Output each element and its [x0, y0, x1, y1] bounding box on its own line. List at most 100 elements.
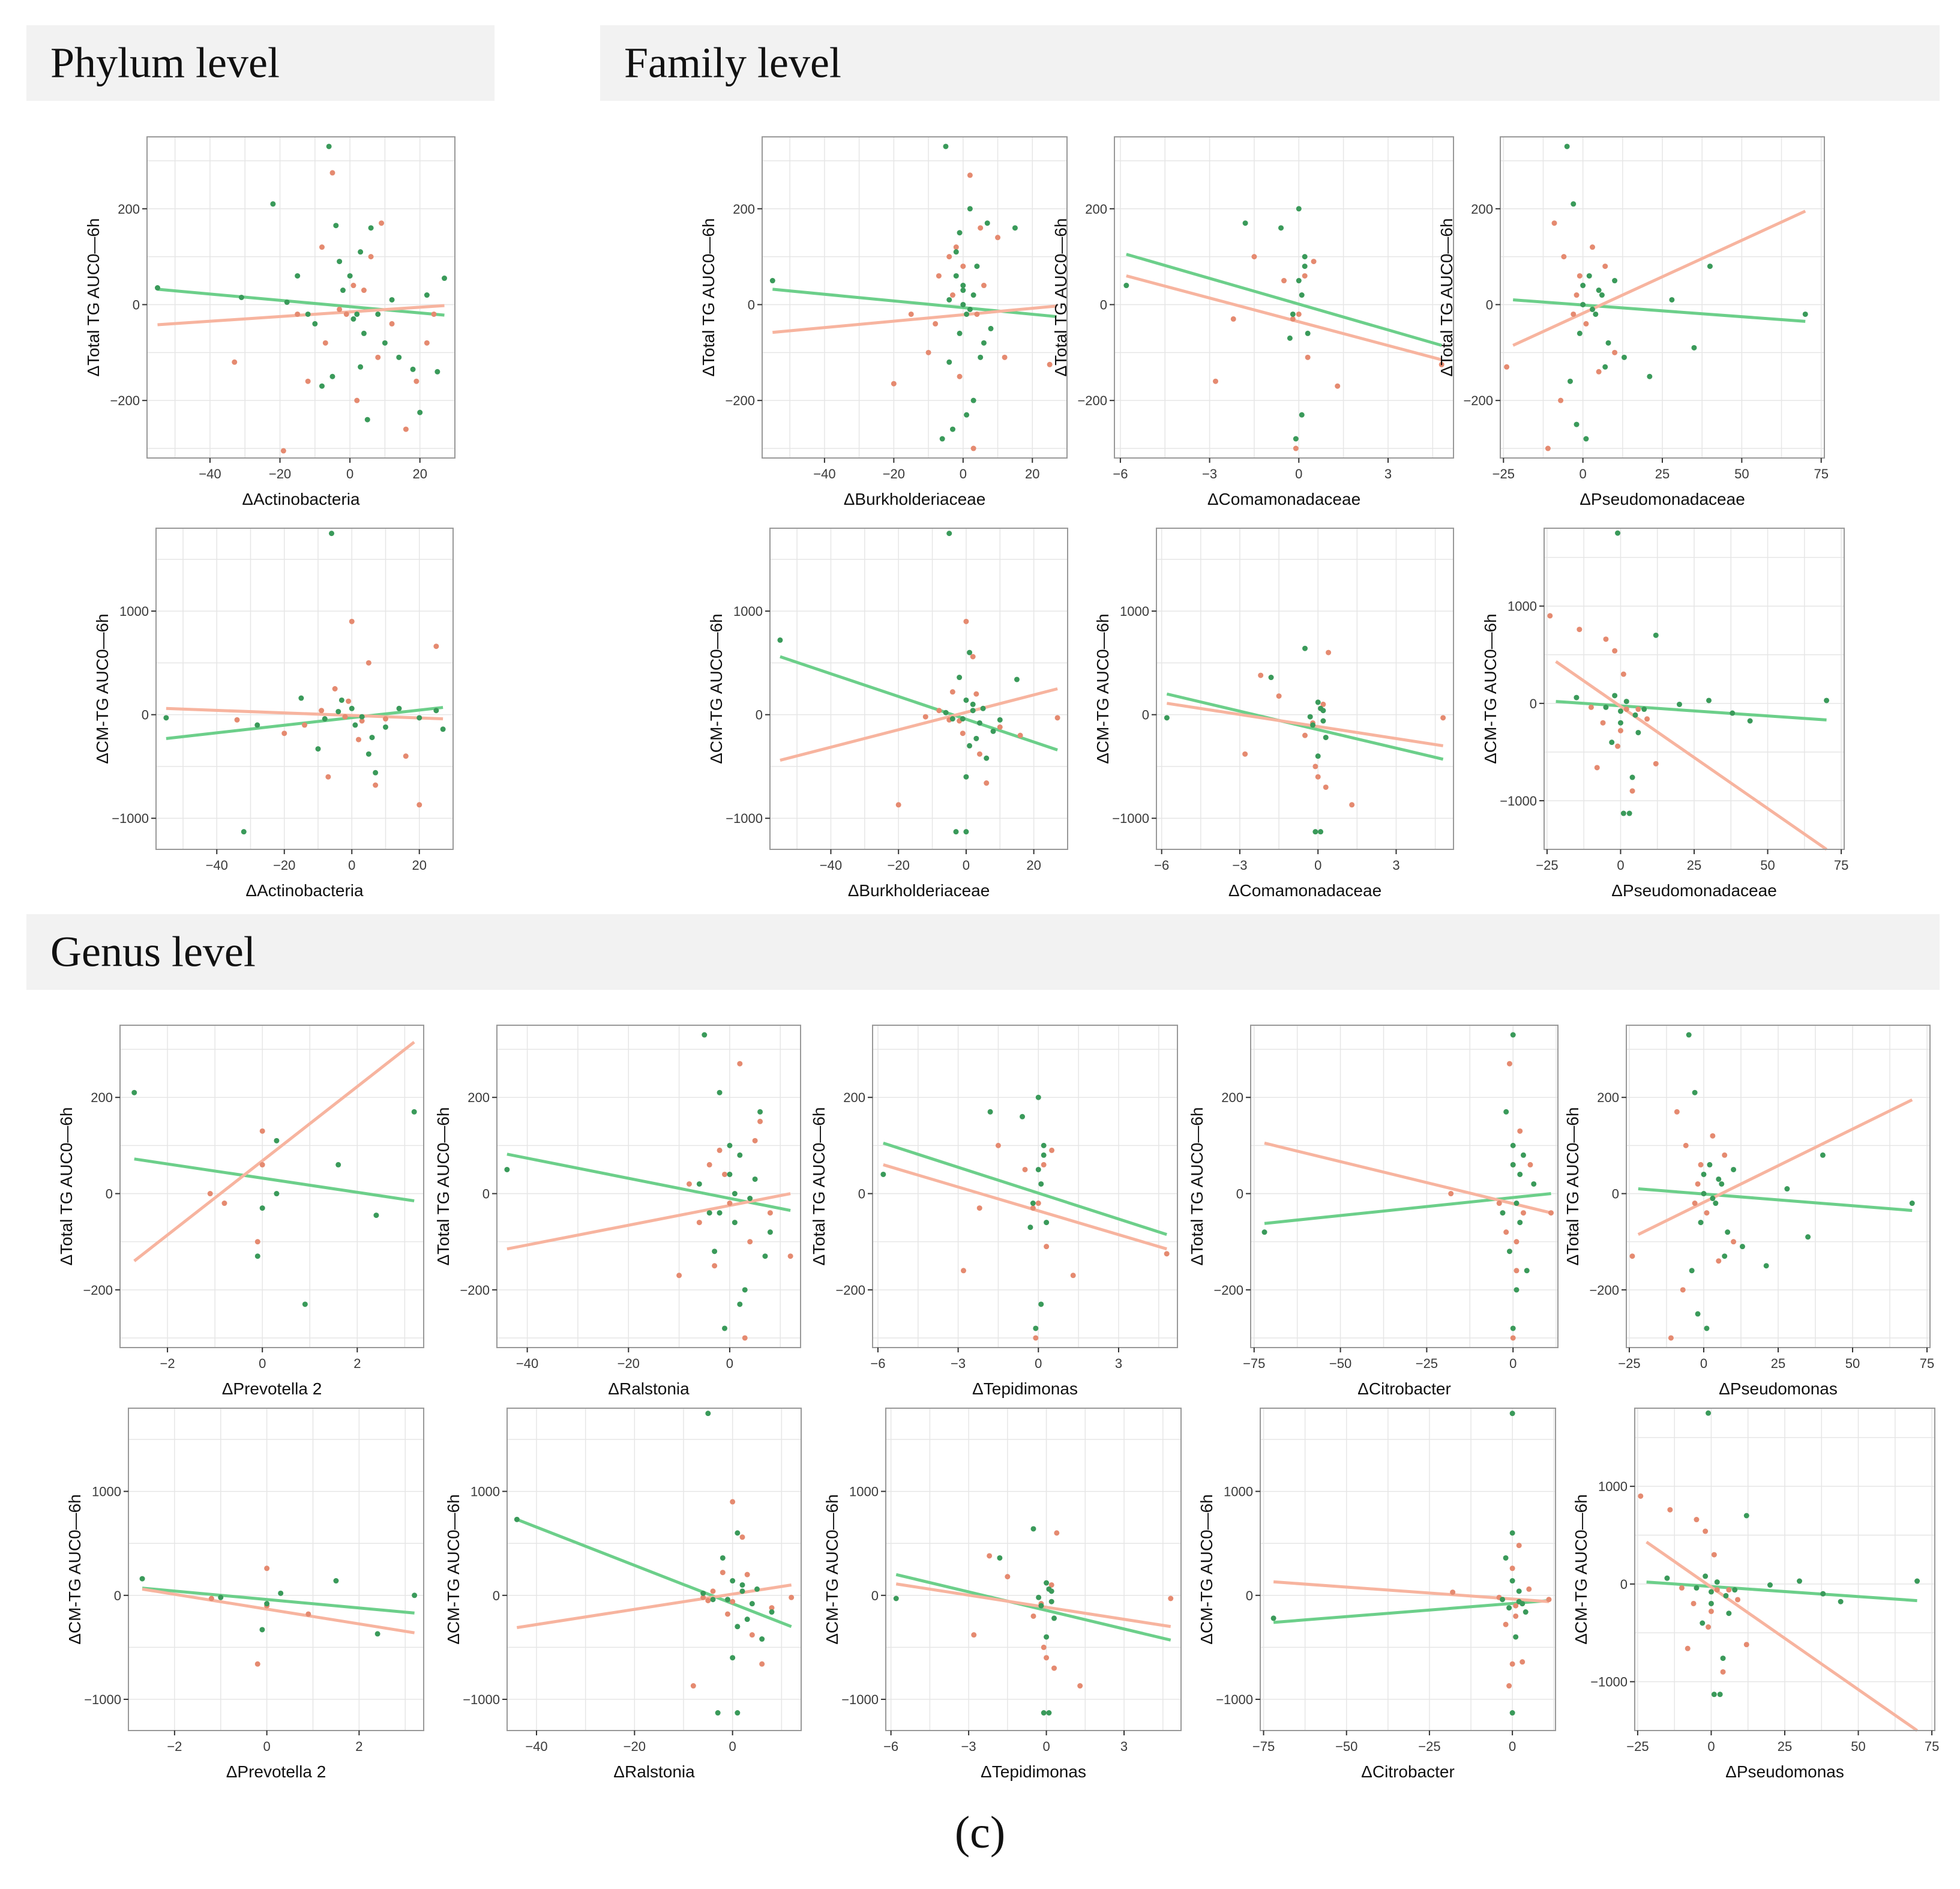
x-tick-label: 50 [1851, 1739, 1865, 1754]
x-axis-title: ΔRalstonia [608, 1379, 690, 1398]
green-point [1038, 1603, 1044, 1609]
salmon-point [976, 1205, 982, 1211]
salmon-point [730, 1598, 736, 1604]
green-point [1323, 735, 1329, 741]
salmon-point [1030, 1613, 1036, 1619]
green-point [1805, 1234, 1811, 1240]
green-point [1044, 1580, 1050, 1586]
x-tick-label: 3 [1392, 858, 1399, 873]
green-point [1732, 1587, 1738, 1593]
y-tick-label: −1000 [463, 1692, 500, 1707]
green-point [1691, 345, 1697, 351]
x-tick-label: −25 [1416, 1356, 1438, 1371]
x-tick-label: 2 [355, 1739, 362, 1754]
green-point [759, 1636, 765, 1642]
salmon-point [1603, 636, 1609, 642]
green-point [939, 436, 945, 442]
green-point [980, 705, 986, 711]
salmon-point [375, 354, 381, 360]
salmon-point [737, 1061, 743, 1067]
green-point [1517, 1220, 1523, 1226]
green-point [1510, 1161, 1516, 1167]
green-point [735, 1624, 741, 1630]
green-point [1567, 378, 1573, 384]
green-point [1632, 712, 1638, 718]
green-regression-line [1126, 253, 1442, 347]
salmon-point [1315, 774, 1321, 780]
green-point [706, 1210, 712, 1216]
green-point [1820, 1591, 1826, 1597]
green-point [1038, 1301, 1044, 1307]
x-tick-label: −6 [1154, 858, 1169, 873]
green-point [950, 426, 955, 432]
x-tick-label: −40 [516, 1356, 538, 1371]
salmon-point [1044, 1244, 1050, 1250]
salmon-regression-line [772, 304, 1057, 334]
green-point [1531, 1181, 1537, 1187]
green-point [710, 1597, 716, 1603]
green-point [970, 701, 976, 707]
green-point [1509, 1578, 1515, 1584]
x-axis-title: ΔBurkholderiaceae [844, 490, 986, 508]
green-regression-line [1264, 1192, 1551, 1225]
salmon-point [1049, 1147, 1055, 1153]
salmon-point [1041, 1161, 1047, 1167]
x-axis-title: ΔCitrobacter [1361, 1762, 1455, 1781]
green-point [1612, 278, 1618, 284]
salmon-point [1620, 671, 1626, 677]
salmon-point [1520, 1659, 1526, 1665]
green-point [312, 321, 318, 327]
green-point [417, 409, 423, 415]
green-point [1714, 1579, 1720, 1585]
x-axis-title: ΔPseudomonadaceae [1611, 881, 1777, 900]
salmon-regression-line [507, 1192, 791, 1251]
salmon-point [767, 1210, 773, 1216]
green-point [1041, 1142, 1047, 1148]
x-tick-label: 0 [1295, 466, 1302, 481]
y-axis-title: ΔTotal TG AUC0—6h [1563, 1107, 1582, 1265]
salmon-point [953, 244, 959, 250]
green-point [1299, 412, 1305, 418]
salmon-point [706, 1161, 712, 1167]
salmon-point [1510, 1335, 1516, 1341]
green-point [1320, 718, 1326, 724]
green-point [712, 1249, 718, 1255]
salmon-point [769, 1605, 775, 1611]
green-point [1312, 829, 1318, 835]
salmon-point [1033, 1335, 1039, 1341]
green-point [442, 276, 448, 282]
salmon-point [1520, 1210, 1526, 1216]
x-tick-label: 0 [263, 1739, 271, 1754]
x-axis-title: ΔPseudomonas [1719, 1379, 1838, 1398]
salmon-point [717, 1147, 723, 1153]
green-point [1711, 1692, 1717, 1698]
salmon-point [925, 349, 931, 355]
green-point [747, 1196, 753, 1202]
green-point [337, 259, 343, 265]
salmon-point [1051, 1665, 1057, 1671]
green-point [722, 1325, 727, 1331]
salmon-point [1548, 1210, 1554, 1216]
salmon-point [950, 292, 955, 298]
green-point [990, 728, 996, 734]
green-point [757, 1109, 763, 1115]
salmon-point [891, 381, 897, 387]
green-point [970, 708, 976, 714]
scatter-chart-8: −25 0 25 50 75 −1000 0 1000 ΔPseudomonadaceae ΔCM… [1481, 528, 1848, 900]
salmon-point [1290, 316, 1296, 322]
salmon-point [1047, 361, 1053, 367]
green-point [382, 340, 388, 346]
green-point [1824, 697, 1830, 703]
green-point [737, 1152, 743, 1158]
green-point [970, 292, 976, 298]
salmon-point [1513, 1613, 1519, 1619]
salmon-point [1596, 369, 1602, 375]
green-point [953, 829, 959, 835]
x-tick-label: 0 [1617, 858, 1624, 873]
green-point [131, 1089, 137, 1095]
salmon-point [1503, 1229, 1509, 1235]
green-point [754, 1586, 760, 1592]
salmon-point [1258, 672, 1264, 678]
salmon-regression-line [516, 1583, 792, 1629]
green-point [1620, 810, 1626, 816]
